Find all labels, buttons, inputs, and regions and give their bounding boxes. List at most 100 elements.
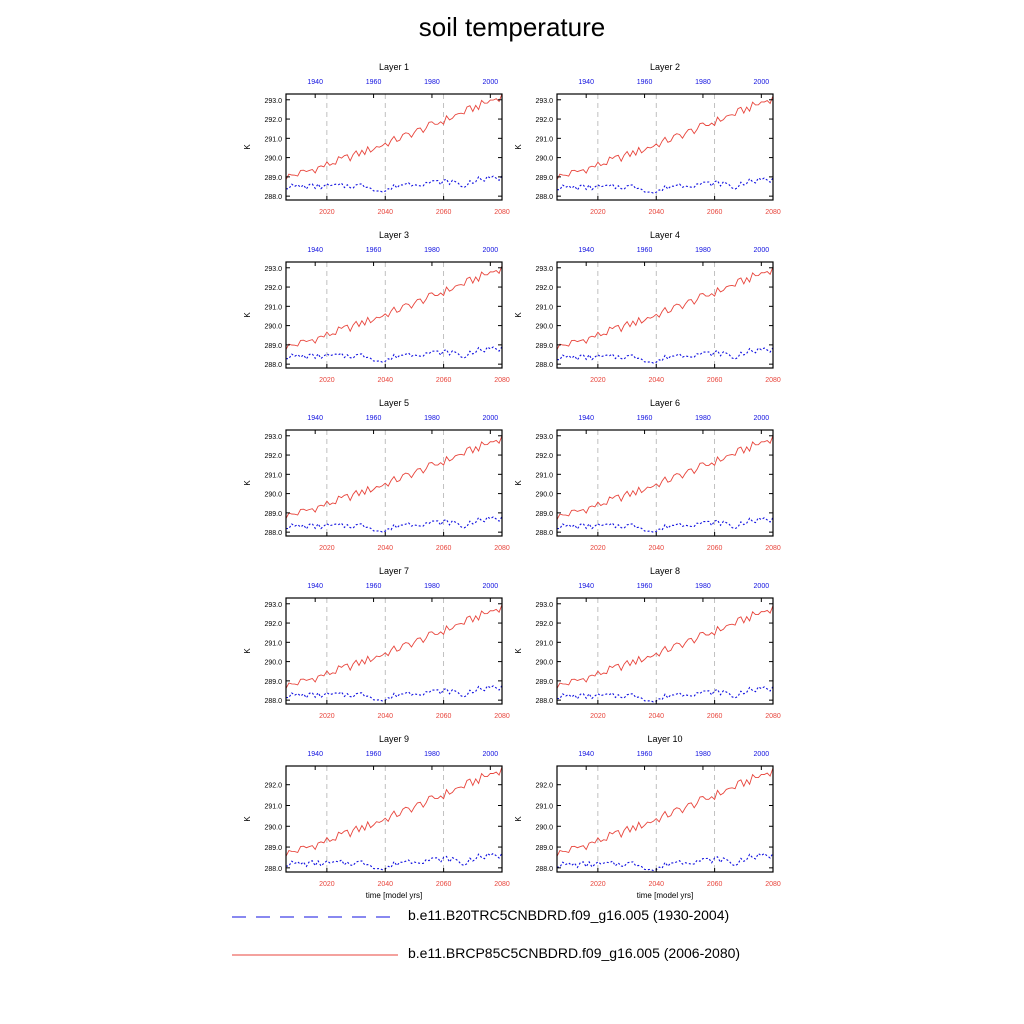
x-tick-label-bottom: 2020 [319,545,335,552]
y-tick-label: 290.0 [535,492,553,499]
x-tick-label-bottom: 2080 [494,209,510,216]
series-historical [556,517,774,533]
series-historical [285,346,503,363]
x-tick-label-bottom: 2060 [436,377,452,384]
series-future [556,266,774,350]
y-tick-label: 288.0 [264,698,282,705]
x-tick-label-top: 1960 [637,415,653,422]
x-tick-label-top: 1980 [695,247,711,254]
y-tick-label: 293.0 [535,434,553,441]
y-axis-label: K [514,816,523,822]
plot-frame [285,261,503,369]
x-tick-label-top: 1940 [307,247,323,254]
panel-title: Layer 8 [650,566,680,576]
x-tick-label-top: 1980 [424,751,440,758]
y-tick-label: 291.0 [535,136,553,143]
y-tick-label: 289.0 [264,175,282,182]
x-tick-label-bottom: 2080 [494,713,510,720]
y-tick-label: 289.0 [535,679,553,686]
y-axis-label: K [514,312,523,318]
series-future [285,265,503,350]
y-tick-label: 288.0 [535,362,553,369]
x-tick-label-top: 1980 [695,415,711,422]
x-tick-label-top: 1940 [307,583,323,590]
y-tick-label: 291.0 [535,640,553,647]
x-tick-label-top: 1960 [366,583,382,590]
y-tick-label: 292.0 [535,783,553,790]
y-tick-label: 289.0 [264,679,282,686]
x-tick-label-bottom: 2020 [590,209,606,216]
y-tick-label: 292.0 [535,453,553,460]
x-tick-label-bottom: 2080 [765,881,781,888]
x-tick-label-bottom: 2020 [319,377,335,384]
plot-frame [556,93,774,201]
x-tick-label-bottom: 2040 [648,881,664,888]
y-tick-label: 290.0 [535,660,553,667]
series-future [285,435,503,519]
y-tick-label: 288.0 [535,698,553,705]
x-tick-label-bottom: 2020 [590,881,606,888]
x-tick-label-top: 1940 [307,79,323,86]
panel-title: Layer 9 [379,734,409,744]
plot-frame [556,597,774,705]
y-tick-label: 290.0 [535,824,553,831]
x-tick-label-bottom: 2060 [707,713,723,720]
x-tick-label-top: 2000 [483,751,499,758]
series-historical [557,177,774,194]
x-tick-label-top: 2000 [754,79,770,86]
x-tick-label-top: 1960 [637,583,653,590]
x-tick-label-top: 1980 [695,583,711,590]
y-tick-label: 290.0 [264,156,282,163]
x-tick-label-bottom: 2060 [436,209,452,216]
y-tick-label: 288.0 [264,362,282,369]
x-tick-label-top: 2000 [754,751,770,758]
plot-frame [285,765,503,873]
y-axis-label: K [243,480,252,486]
y-axis-label: K [514,144,523,150]
series-future [285,93,503,180]
y-tick-label: 289.0 [264,511,282,518]
legend-swatch-historical [232,916,398,918]
series-future [285,604,503,689]
x-tick-label-bottom: 2080 [765,545,781,552]
x-tick-label-top: 2000 [483,79,499,86]
x-tick-label-bottom: 2060 [707,881,723,888]
y-tick-label: 293.0 [264,266,282,273]
x-tick-label-bottom: 2040 [377,377,393,384]
y-axis-label: K [243,648,252,654]
chart-panel-6: Layer 6 288.0 289.0 290.0 291.0 292.0 293.0 K 20… [514,398,781,552]
y-axis-label: K [514,648,523,654]
plot-frame [556,261,774,369]
y-tick-label: 292.0 [264,453,282,460]
y-tick-label: 291.0 [264,803,282,810]
x-tick-label-bottom: 2080 [494,545,510,552]
x-tick-label-bottom: 2060 [436,881,452,888]
x-tick-label-top: 1940 [578,79,594,86]
x-tick-label-bottom: 2020 [319,713,335,720]
plot-frame [285,597,503,705]
x-tick-label-top: 2000 [483,415,499,422]
y-tick-label: 292.0 [264,285,282,292]
y-tick-label: 292.0 [264,621,282,628]
x-tick-label-bottom: 2020 [319,209,335,216]
series-future [556,605,774,689]
x-tick-label-top: 1940 [578,415,594,422]
y-tick-label: 289.0 [535,343,553,350]
x-tick-label-top: 1960 [366,247,382,254]
panel-title: Layer 10 [647,734,682,744]
y-tick-label: 289.0 [264,343,282,350]
x-tick-label-top: 1980 [424,247,440,254]
y-tick-label: 293.0 [535,98,553,105]
chart-panel-9: Layer 9 288.0 289.0 290.0 291.0 292.0 K 2020 204… [243,734,510,900]
x-tick-label-top: 1940 [578,247,594,254]
y-tick-label: 288.0 [535,194,553,201]
x-tick-label-top: 1980 [424,415,440,422]
panel-title: Layer 6 [650,398,680,408]
x-tick-label-top: 2000 [754,583,770,590]
x-tick-label-top: 1940 [307,751,323,758]
y-tick-label: 290.0 [264,824,282,831]
x-tick-label-top: 1960 [366,415,382,422]
y-tick-label: 292.0 [264,783,282,790]
y-tick-label: 291.0 [264,472,282,479]
x-tick-label-bottom: 2020 [590,545,606,552]
